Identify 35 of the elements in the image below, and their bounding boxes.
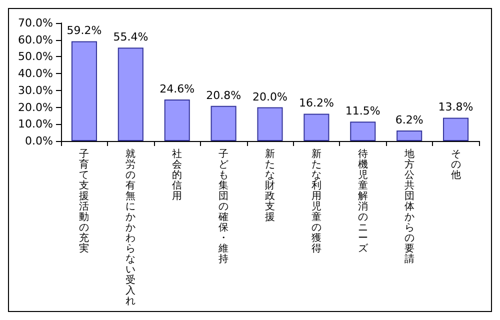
y-tick-label: 40.0% xyxy=(18,67,53,80)
bar xyxy=(443,118,469,141)
bar xyxy=(164,100,190,141)
category-label: 子ども集団の確保・維持 xyxy=(218,148,229,265)
bar xyxy=(118,48,144,141)
y-tick-label: 0.0% xyxy=(25,134,53,148)
data-label: 20.0% xyxy=(252,90,288,104)
x-tick-label: その他 xyxy=(450,148,461,181)
category-label: 就労の有無にかかわらない受入れ xyxy=(126,148,136,307)
category-label: 子育て支援活動の充実 xyxy=(79,148,90,254)
y-tick-label: 70.0% xyxy=(18,16,53,30)
y-tick-label: 20.0% xyxy=(18,100,53,114)
category-label: 新たな利用児童の獲得 xyxy=(311,148,322,254)
data-label: 6.2% xyxy=(395,114,424,127)
bar xyxy=(71,41,97,141)
data-label: 20.8% xyxy=(206,88,242,102)
data-label: 59.2% xyxy=(66,24,102,38)
y-tick-label: 60.0% xyxy=(18,33,53,46)
bar xyxy=(350,122,376,141)
bar xyxy=(304,114,330,141)
category-label: 地方公共団体からの要請 xyxy=(404,148,414,265)
data-label: 11.5% xyxy=(345,104,380,118)
data-label: 13.8% xyxy=(438,100,474,114)
x-tick-label: 新たな財政支援 xyxy=(265,148,275,223)
y-tick-label: 50.0% xyxy=(18,50,53,64)
bar xyxy=(396,130,422,141)
bar xyxy=(210,106,236,141)
category-label: 待機児童解消のニーズ xyxy=(358,148,368,254)
bar xyxy=(257,107,283,141)
y-tick-label: 30.0% xyxy=(18,84,53,97)
y-tick-label: 10.0% xyxy=(18,118,53,131)
data-label: 24.6% xyxy=(160,82,195,96)
x-tick-label: 社会的信用 xyxy=(172,148,182,202)
data-label: 16.2% xyxy=(298,96,334,110)
data-label: 55.4% xyxy=(113,30,148,44)
